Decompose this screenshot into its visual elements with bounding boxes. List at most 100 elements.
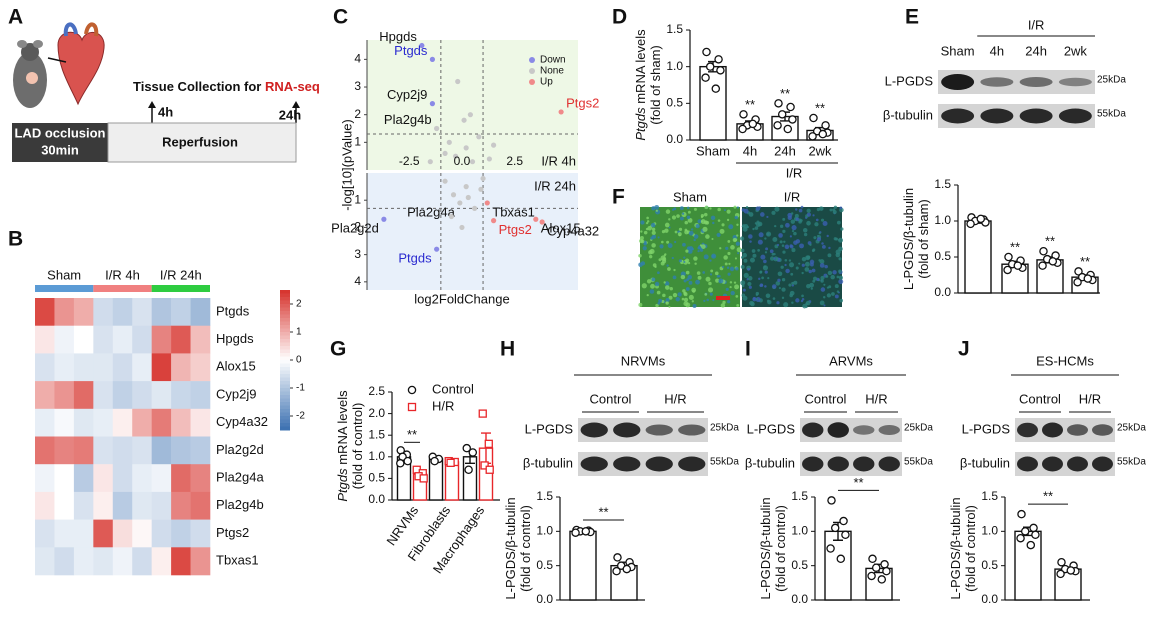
colorbar-segment [280, 307, 290, 312]
heatmap-cell [151, 381, 172, 410]
cell [795, 266, 799, 270]
blot-band [941, 108, 975, 124]
y-axis-label-text: (fold of control) [773, 505, 788, 592]
bar [569, 530, 597, 601]
colorbar-segment [280, 335, 290, 340]
plot-background [367, 40, 578, 170]
cell [651, 227, 656, 232]
cell [791, 230, 795, 233]
cell [798, 208, 803, 213]
x-tick-label: -2.5 [399, 154, 420, 168]
cell [675, 297, 680, 302]
y-tick-label: 0.5 [934, 249, 951, 263]
heatmap-cell [151, 298, 172, 326]
cell [816, 207, 821, 212]
cell [727, 300, 731, 304]
bar [444, 461, 460, 501]
volcano-point [469, 159, 476, 165]
heatmap-cell [93, 436, 114, 465]
cell [646, 220, 650, 223]
colorbar-segment [280, 297, 290, 301]
heatmap-cell [93, 547, 114, 576]
cell [832, 270, 837, 275]
cell [806, 220, 811, 226]
cell [740, 280, 746, 286]
data-point [571, 528, 580, 537]
cell [815, 218, 819, 222]
y-axis-label-text: (fold of control) [963, 505, 978, 592]
y-tick-label: 0.5 [368, 471, 385, 485]
blot-band [1067, 456, 1088, 472]
plot-background [367, 173, 578, 290]
cell [718, 278, 724, 284]
y-tick-label: 2.0 [368, 406, 385, 420]
cell [692, 289, 696, 293]
cell [658, 258, 662, 262]
y-tick-label: 0.5 [981, 558, 998, 572]
legend-label: Up [540, 77, 553, 88]
cell [793, 280, 798, 285]
gene-label: Alox15 [541, 221, 581, 236]
legend-label: Down [540, 55, 566, 66]
panel-label: F [612, 186, 625, 209]
significance: ** [407, 427, 417, 442]
blot-row-label: β-tubulin [745, 455, 795, 470]
data-point [1039, 246, 1048, 256]
cell [834, 294, 839, 299]
gene-label: Pla2g4a [407, 204, 455, 219]
heatmap-cell [112, 519, 133, 548]
colorbar-segment [280, 342, 290, 347]
cell [728, 262, 731, 265]
x-axis-label: log2FoldChange [414, 291, 509, 306]
y-axis-label-text: (fold of control) [518, 505, 533, 592]
cell [728, 224, 734, 230]
heatmap-cell [132, 547, 152, 576]
cell [748, 234, 753, 239]
cell [820, 287, 826, 292]
cell [758, 206, 761, 209]
legend-marker [529, 57, 535, 63]
lane-label: Control [805, 391, 847, 406]
blot-band [941, 74, 975, 90]
cell [679, 216, 684, 221]
colorbar-segment [280, 363, 290, 368]
colorbar-segment [280, 318, 290, 322]
blot-marker: 55kDa [710, 457, 739, 468]
volcano-point [465, 194, 471, 201]
gene-label: Pla2g4b [384, 112, 432, 127]
cell [662, 293, 666, 298]
cell [748, 285, 752, 289]
cell [819, 300, 825, 306]
cell [820, 279, 824, 283]
colorbar-segment [280, 314, 290, 319]
cell [666, 264, 669, 267]
cell [725, 246, 729, 251]
data-point [1029, 523, 1038, 533]
cell [789, 244, 794, 249]
volcano-point [533, 216, 539, 222]
data-point [867, 571, 876, 581]
cell [805, 300, 811, 306]
lane-label: H/R [1079, 391, 1101, 406]
cell [737, 252, 740, 255]
blot-band [980, 77, 1014, 87]
data-point [480, 461, 489, 470]
heatmap-cell [112, 325, 133, 354]
panel-label: G [330, 338, 346, 361]
cell [803, 232, 808, 237]
cell [669, 286, 673, 291]
data-point [774, 99, 783, 108]
cell [791, 248, 796, 253]
cell [800, 205, 804, 209]
cell [793, 231, 797, 236]
cell [683, 256, 686, 259]
cell [780, 224, 784, 228]
volcano-point [429, 56, 436, 62]
heatmap-cell [151, 353, 172, 382]
heatmap-cell [54, 491, 75, 520]
cell [782, 250, 786, 254]
heatmap-cell [35, 491, 55, 520]
occlusion-box [12, 123, 108, 162]
data-point [738, 124, 747, 134]
